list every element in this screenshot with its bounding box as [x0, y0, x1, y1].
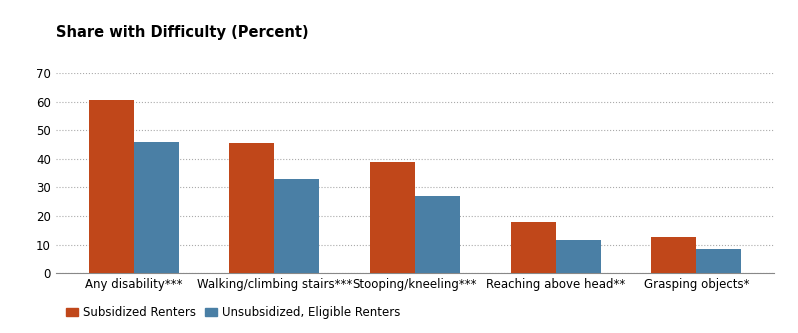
Bar	[415, 196, 460, 273]
Bar	[275, 179, 319, 273]
Bar	[89, 100, 133, 273]
Bar	[229, 143, 275, 273]
Text: Share with Difficulty (Percent): Share with Difficulty (Percent)	[56, 25, 309, 40]
Legend: Subsidized Renters, Unsubsidized, Eligible Renters: Subsidized Renters, Unsubsidized, Eligib…	[61, 301, 405, 324]
Bar	[511, 222, 555, 273]
Bar	[133, 142, 179, 273]
Bar	[370, 162, 415, 273]
Bar	[555, 240, 601, 273]
Bar	[651, 237, 697, 273]
Bar	[697, 249, 741, 273]
